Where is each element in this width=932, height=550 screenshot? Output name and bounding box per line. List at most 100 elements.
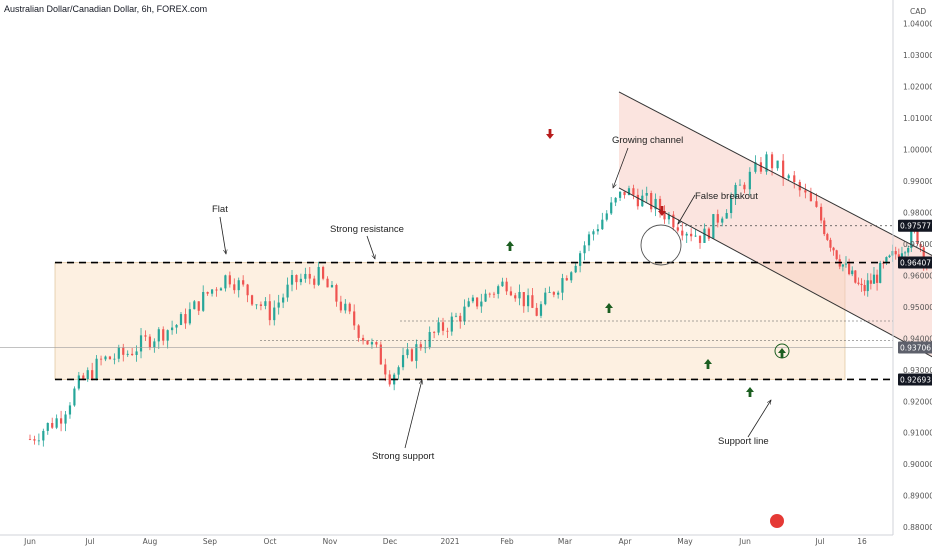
candle-up <box>428 332 431 348</box>
candle-up <box>879 262 882 283</box>
growing-channel-label: Growing channel <box>612 135 683 146</box>
down-arrow-icon <box>546 129 554 139</box>
candle-up <box>113 358 116 360</box>
candle-down <box>122 347 125 355</box>
price-tick-label: 0.98000 <box>903 208 932 217</box>
candle-down <box>829 239 832 248</box>
candle-up <box>738 184 742 186</box>
candle-down <box>894 251 897 255</box>
candle-up <box>68 405 72 415</box>
candle-down <box>335 285 338 302</box>
price-tick-label: 1.00000 <box>903 145 932 154</box>
candle-down <box>509 291 513 296</box>
candle-down <box>875 274 879 283</box>
candle-up <box>703 228 706 243</box>
candle-up <box>888 255 891 258</box>
candle-up <box>610 202 613 214</box>
time-tick-label: Apr <box>619 537 633 546</box>
price-tick-label: 1.02000 <box>903 83 932 92</box>
time-tick-label: 2021 <box>440 537 459 546</box>
candle-up <box>685 233 688 236</box>
candle-down <box>707 228 711 239</box>
down-arrow-icon <box>658 206 666 216</box>
candle-down <box>361 337 365 341</box>
candle-down <box>108 356 112 360</box>
price-label-box <box>898 373 932 386</box>
candle-up <box>730 198 733 214</box>
candle-down <box>131 353 134 355</box>
pointer-arrow <box>219 216 226 254</box>
candle-up <box>561 278 564 293</box>
candle-down <box>82 375 85 380</box>
candle-down <box>353 311 356 326</box>
candle-up <box>748 171 751 190</box>
candle-down <box>206 291 209 294</box>
candle-down <box>922 247 925 264</box>
candle-up <box>601 219 604 230</box>
time-tick-label: 16 <box>857 537 867 546</box>
candle-up <box>135 351 138 355</box>
candle-up <box>841 264 844 267</box>
lines-layer <box>0 91 932 381</box>
candle-down <box>658 198 662 212</box>
price-label-box <box>898 341 932 354</box>
pointer-arrow <box>366 235 375 259</box>
time-tick-label: Sep <box>203 537 217 546</box>
time-tick-label: Jun <box>23 537 36 546</box>
false-breakout-circle <box>640 224 682 266</box>
candle-down <box>492 293 496 295</box>
strong-support-label: Strong support <box>372 451 435 462</box>
price-tick-label: 0.94000 <box>903 334 932 343</box>
candle-up <box>910 230 913 248</box>
candle-up <box>304 273 307 279</box>
candle-up <box>397 367 400 375</box>
up-arrow-icon <box>746 387 754 397</box>
price-tick-label: 0.96000 <box>903 271 932 280</box>
up-arrow-icon <box>704 359 712 369</box>
time-axis: Jun Jul Aug Sep Oct Nov Dec 2021 Feb Mar Apr May Jun… <box>0 534 893 546</box>
candle-up <box>721 218 724 223</box>
price-label-box <box>898 256 932 269</box>
annotations-layer: Flat Strong resistance Growing channel Fals… <box>212 129 790 528</box>
candle-up <box>193 301 196 310</box>
candle-up <box>903 252 907 254</box>
up-arrow-icon <box>605 303 613 313</box>
candle-up <box>866 280 869 292</box>
candle-up <box>618 191 622 198</box>
candle-down <box>259 304 263 306</box>
candle-down <box>488 293 491 295</box>
candle-down <box>552 292 555 295</box>
candle-up <box>171 327 174 331</box>
candle-up <box>55 418 58 428</box>
candle-down <box>832 247 835 251</box>
pointer-arrow <box>747 400 771 438</box>
price-tick-label: 0.93000 <box>903 366 932 375</box>
candle-down <box>672 214 675 228</box>
candle-up <box>463 306 466 322</box>
candle-up <box>286 284 289 298</box>
candle-up <box>370 342 374 345</box>
candle-up <box>544 292 547 305</box>
candle-up <box>188 309 191 324</box>
candle-up <box>415 344 418 361</box>
candle-down <box>793 175 796 183</box>
candle-up <box>480 301 483 307</box>
candle-down <box>522 292 525 307</box>
time-tick-label: Oct <box>264 537 277 546</box>
candle-up <box>277 302 280 308</box>
candle-up <box>157 329 160 342</box>
candle-down <box>820 206 823 221</box>
candle-down <box>379 344 382 365</box>
candle-up <box>406 349 409 356</box>
candle-down <box>916 231 919 245</box>
candle-down <box>690 233 693 237</box>
candle-up <box>725 213 728 219</box>
candle-down <box>804 190 807 193</box>
candle-down <box>650 192 653 210</box>
candle-up <box>299 278 302 283</box>
candle-up <box>77 375 80 389</box>
candle-down <box>815 201 818 207</box>
candle-up <box>46 422 49 431</box>
candle-down <box>782 160 785 179</box>
